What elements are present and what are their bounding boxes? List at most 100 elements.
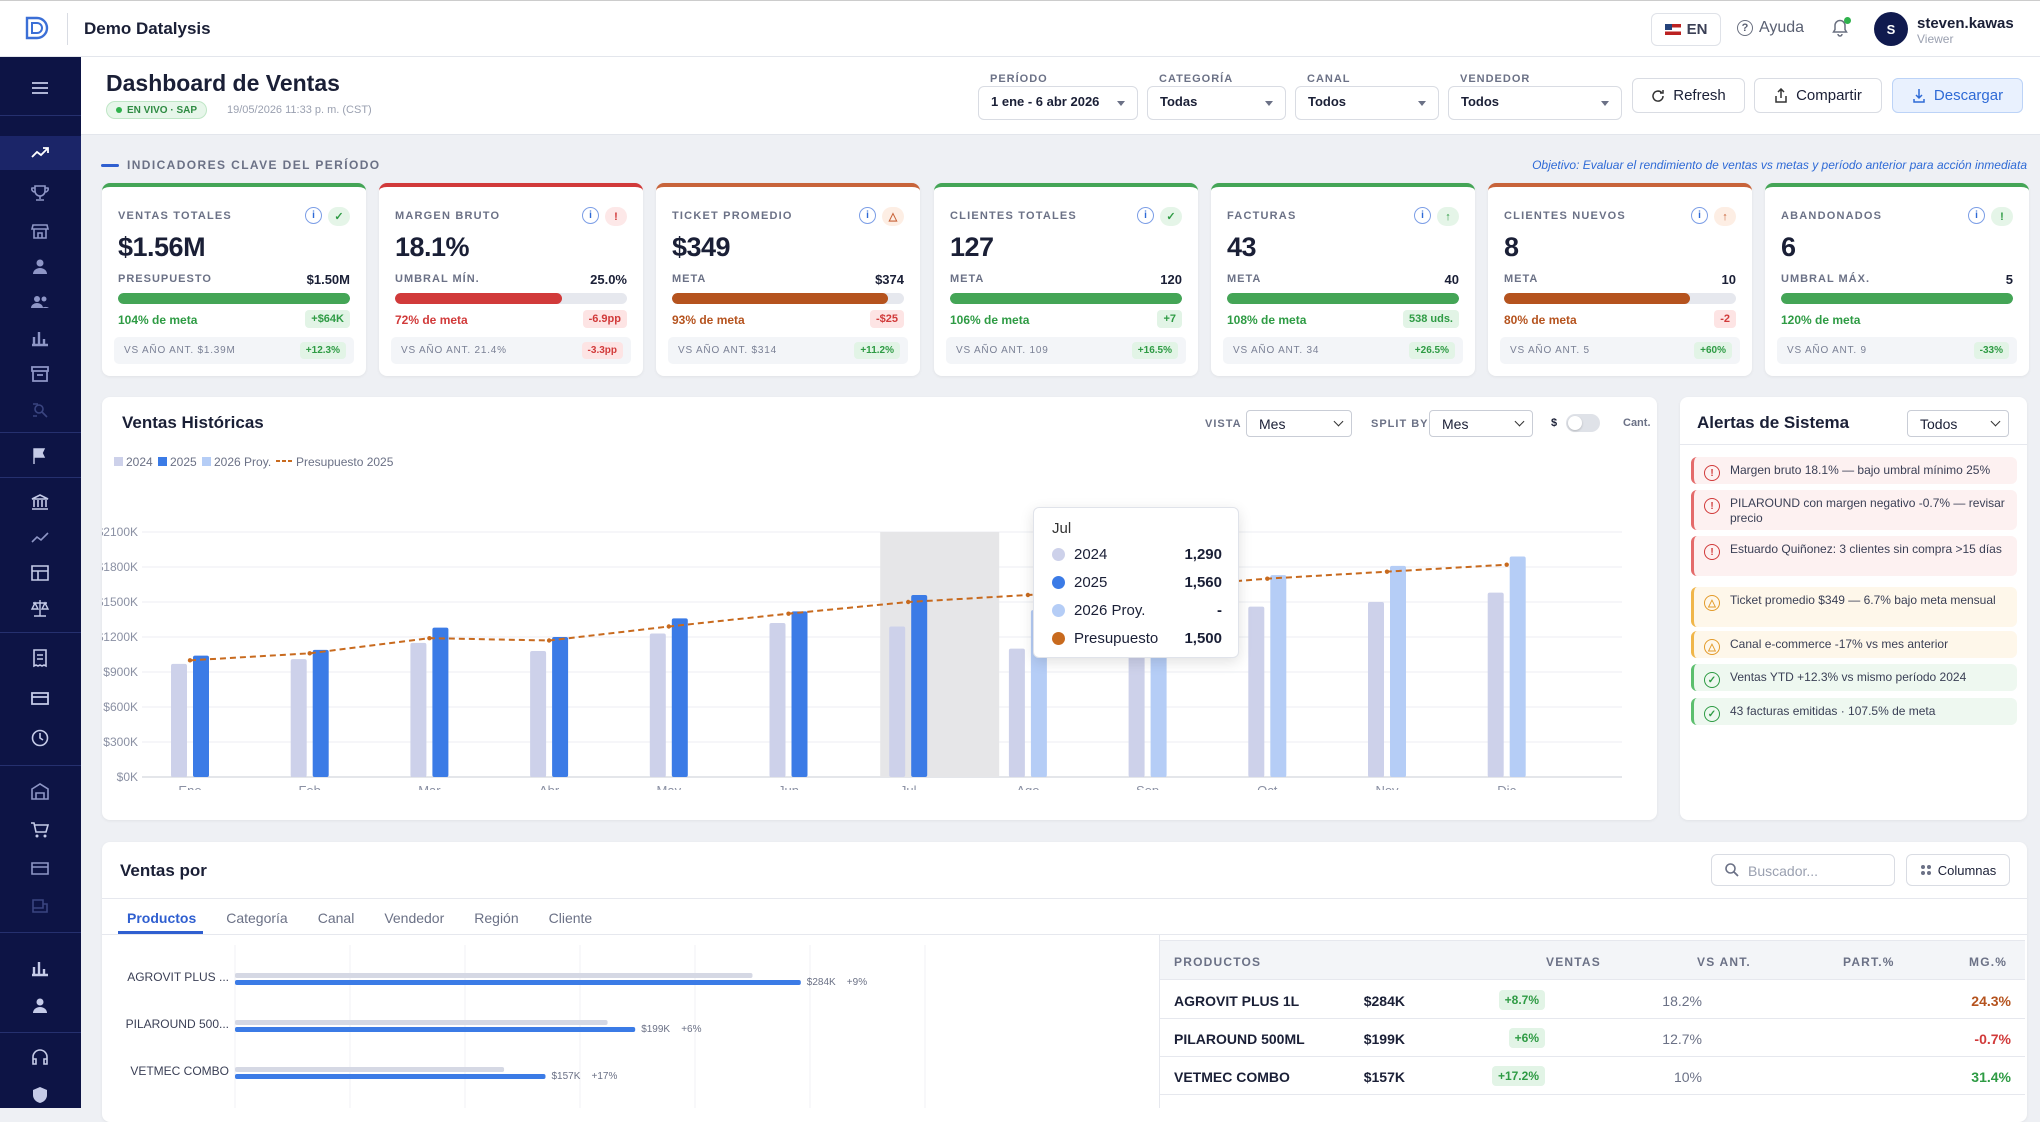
bar-2024[interactable] (1487, 592, 1504, 777)
language-button[interactable]: EN (1651, 13, 1721, 46)
warehouse-icon[interactable] (28, 780, 52, 802)
vista-select[interactable]: Mes (1246, 410, 1352, 437)
support-headset-icon[interactable] (28, 1047, 52, 1069)
download-button[interactable]: Descargar (1892, 78, 2023, 113)
sales-by-product-chart[interactable]: AGROVIT PLUS ... $284K +9% PILAROUND 500...… (102, 935, 1160, 1108)
columns-button[interactable]: Columnas (1906, 854, 2010, 886)
search-input[interactable]: Buscador... (1711, 854, 1895, 886)
col-ventas[interactable]: VENTAS (1546, 955, 1601, 969)
legend-item[interactable]: 2024 (114, 455, 153, 469)
users-icon[interactable] (28, 291, 52, 313)
help-link[interactable]: ? Ayuda (1737, 19, 1804, 37)
bar-previous[interactable] (235, 1067, 505, 1072)
bar-2025[interactable] (552, 637, 569, 777)
table-row[interactable]: VETMEC COMBO $157K +17.2% 10% 31.4% (1160, 1057, 2025, 1095)
filter-select[interactable]: Todos (1448, 86, 1622, 120)
budget-point[interactable] (666, 624, 671, 629)
filter-categoria[interactable]: CATEGORÍA Todas (1147, 73, 1286, 120)
account-icon[interactable] (28, 995, 52, 1017)
split-by-select[interactable]: Mes (1429, 410, 1533, 437)
budget-point[interactable] (906, 599, 911, 605)
col-mg[interactable]: MG.% (1969, 955, 2008, 969)
bar-2026-proy[interactable] (1390, 565, 1406, 777)
bar-current[interactable] (235, 1074, 546, 1079)
table-row[interactable]: PILAROUND 500ML $199K +6% 12.7% -0.7% (1160, 1019, 2025, 1057)
bar-2024[interactable] (171, 663, 187, 777)
alert-item[interactable]: ! Estuardo Quiñonez: 3 clientes sin compr… (1691, 536, 2017, 576)
budget-point[interactable] (427, 635, 432, 641)
alert-item[interactable]: △ Ticket promedio $349 — 6.7% bajo meta m… (1691, 587, 2017, 627)
table-row[interactable]: AGROVIT PLUS 1L $284K +8.7% 18.2% 24.3% (1160, 981, 2025, 1019)
invoice-icon[interactable] (28, 647, 52, 669)
filter-select[interactable]: Todos (1295, 86, 1439, 120)
trend-icon[interactable] (28, 527, 52, 549)
trophy-icon[interactable] (28, 182, 52, 204)
bar-2025[interactable] (432, 627, 449, 777)
search-report-icon[interactable] (28, 399, 52, 421)
notifications-bell-icon[interactable] (1832, 17, 1851, 37)
store-icon[interactable] (28, 220, 52, 242)
bar-2026-proy[interactable] (1270, 575, 1287, 777)
budget-point[interactable] (187, 658, 193, 663)
alerts-filter-select[interactable]: Todos (1907, 410, 2009, 437)
cart-icon[interactable] (28, 819, 52, 841)
refresh-button[interactable]: Refresh (1632, 78, 1745, 113)
bar-2024[interactable] (1008, 648, 1025, 777)
bar-previous[interactable] (235, 973, 753, 978)
legend-item[interactable]: 2025 (158, 455, 197, 469)
sidebar-item-sales-trend-icon[interactable] (28, 142, 52, 164)
budget-point[interactable] (1504, 562, 1509, 567)
alert-item[interactable]: ✓ 43 facturas emitidas · 107.5% de meta (1691, 698, 2017, 725)
bar-2024[interactable] (290, 659, 307, 777)
menu-icon[interactable] (28, 77, 52, 99)
filter-select[interactable]: Todas (1147, 86, 1286, 120)
legend-item[interactable]: 2026 Proy. (202, 455, 271, 469)
info-icon[interactable]: i (1137, 207, 1154, 224)
info-icon[interactable]: i (1968, 207, 1985, 224)
flag-icon[interactable] (28, 445, 52, 467)
bar-2024[interactable] (649, 633, 666, 778)
alert-item[interactable]: ✓ Ventas YTD +12.3% vs mismo período 2024 (1691, 664, 2017, 691)
info-icon[interactable]: i (582, 207, 599, 224)
datalysis-logo-icon[interactable] (24, 15, 50, 43)
info-icon[interactable]: i (859, 207, 876, 224)
budget-point[interactable] (1265, 576, 1270, 581)
tab-categoria[interactable]: Categoría (226, 910, 288, 926)
bar-previous[interactable] (235, 1020, 608, 1025)
budget-point[interactable] (1025, 592, 1031, 598)
tab-cliente[interactable]: Cliente (548, 910, 593, 926)
security-icon[interactable] (28, 1084, 52, 1106)
scale-icon[interactable] (28, 597, 52, 619)
bar-2025[interactable] (911, 595, 928, 777)
info-icon[interactable]: i (1414, 207, 1431, 224)
bar-2024[interactable] (410, 642, 427, 777)
filter-select[interactable]: 1 ene - 6 abr 2026 (978, 86, 1138, 120)
clock-icon[interactable] (28, 727, 52, 749)
legend-item[interactable]: Presupuesto 2025 (276, 455, 394, 469)
bar-2024[interactable] (889, 626, 906, 778)
bar-2024[interactable] (1248, 606, 1265, 777)
filter-vendedor[interactable]: VENDEDOR Todos (1448, 73, 1622, 120)
share-button[interactable]: Compartir (1754, 78, 1882, 113)
budget-point[interactable] (307, 651, 312, 656)
bar-2024[interactable] (530, 651, 547, 777)
bar-2025[interactable] (193, 655, 209, 777)
bank-icon[interactable] (28, 491, 52, 513)
budget-point[interactable] (786, 611, 791, 616)
bar-2024[interactable] (769, 623, 786, 777)
historical-sales-chart[interactable]: 2024 2025 2026 Proy. Presupuesto 2025 $0K $30… (102, 455, 1657, 790)
table-icon[interactable] (28, 562, 52, 584)
user-icon[interactable] (28, 256, 52, 278)
budget-point[interactable] (1384, 569, 1390, 574)
archive-icon[interactable] (28, 363, 52, 385)
alert-item[interactable]: ! Margen bruto 18.1% — bajo umbral mínimo… (1691, 457, 2017, 484)
avatar[interactable]: S (1874, 12, 1908, 46)
user-name[interactable]: steven.kawas (1917, 15, 2014, 32)
tab-region[interactable]: Región (474, 910, 519, 926)
tab-canal[interactable]: Canal (317, 910, 355, 926)
filter-periodo[interactable]: PERÍODO 1 ene - 6 abr 2026 (978, 73, 1138, 120)
bar-current[interactable] (235, 980, 801, 985)
info-icon[interactable]: i (305, 207, 322, 224)
budget-point[interactable] (546, 638, 552, 643)
bar-2025[interactable] (671, 618, 688, 777)
